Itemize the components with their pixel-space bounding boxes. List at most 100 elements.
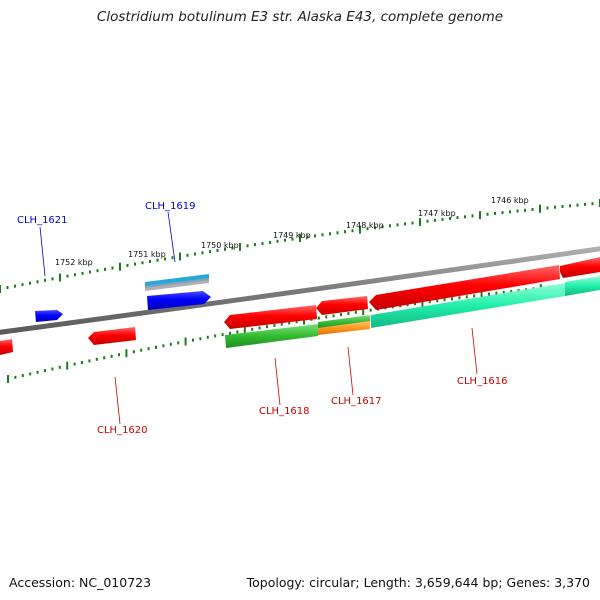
minor-tick xyxy=(134,262,136,266)
minor-tick xyxy=(414,302,416,306)
minor-tick xyxy=(231,246,234,250)
minor-tick xyxy=(501,211,504,215)
gene-right-cds-band xyxy=(565,276,600,296)
kbp-label: 1748 kbp xyxy=(346,221,384,230)
minor-tick xyxy=(436,299,439,303)
kbp-label: 1749 kbp xyxy=(273,231,311,240)
minor-tick xyxy=(389,224,391,228)
minor-tick xyxy=(156,258,159,262)
minor-tick xyxy=(254,243,256,247)
minor-tick xyxy=(155,345,157,349)
minor-tick xyxy=(29,281,31,285)
minor-tick xyxy=(524,208,526,212)
minor-tick xyxy=(74,273,76,277)
minor-tick xyxy=(291,237,294,241)
major-tick xyxy=(119,262,121,271)
gene-label-clh1617[interactable]: CLH_1617 xyxy=(331,396,382,407)
minor-tick xyxy=(471,214,474,218)
major-tick xyxy=(59,273,61,282)
minor-tick xyxy=(96,269,99,273)
minor-tick xyxy=(229,331,231,335)
gene-clh1616-cds-band xyxy=(371,283,565,328)
minor-tick xyxy=(81,361,83,364)
minor-tick xyxy=(494,211,496,215)
minor-tick xyxy=(434,218,436,222)
major-tick xyxy=(419,218,421,227)
major-tick xyxy=(480,291,483,299)
minor-tick xyxy=(224,247,226,251)
minor-tick xyxy=(177,341,180,345)
minor-tick xyxy=(149,260,151,263)
minor-tick xyxy=(51,367,54,371)
minor-tick xyxy=(118,353,120,357)
major-tick xyxy=(359,225,361,234)
major-tick xyxy=(299,234,301,242)
minor-tick xyxy=(516,209,519,213)
minor-tick xyxy=(340,313,342,317)
kbp-label: 1746 kbp xyxy=(491,196,529,205)
gene-clh1619-arrow[interactable] xyxy=(147,291,211,310)
minor-tick xyxy=(546,206,549,210)
gene-clh1619-cds-bands xyxy=(145,274,209,291)
minor-tick xyxy=(486,212,489,216)
genome-backbone xyxy=(0,246,600,335)
minor-tick xyxy=(317,316,320,320)
minor-tick xyxy=(14,284,16,288)
gene-label-clh1619[interactable]: CLH_1619 xyxy=(145,201,196,212)
gene-label-clh1620[interactable]: CLH_1620 xyxy=(97,425,148,436)
minor-tick xyxy=(147,347,150,351)
gene-clh1616-arrow[interactable] xyxy=(369,265,560,310)
major-tick xyxy=(125,349,128,358)
minor-tick xyxy=(95,357,98,361)
minor-tick xyxy=(306,235,309,239)
gene-label-clh1618[interactable]: CLH_1618 xyxy=(259,406,310,417)
minor-tick xyxy=(216,248,219,252)
minor-tick xyxy=(199,337,202,341)
minor-tick xyxy=(502,290,505,294)
minor-tick xyxy=(186,253,189,257)
minor-tick xyxy=(261,242,264,245)
minor-tick xyxy=(280,322,283,326)
gene-forward-arrow[interactable] xyxy=(560,257,600,278)
minor-tick xyxy=(44,369,46,373)
minor-tick xyxy=(347,312,350,315)
minor-tick xyxy=(441,217,444,221)
minor-tick xyxy=(464,215,466,219)
minor-tick xyxy=(576,203,579,207)
gene-clh1621-arrow[interactable] xyxy=(35,310,63,322)
minor-tick xyxy=(201,251,204,255)
gene-label-clh1621[interactable]: CLH_1621 xyxy=(17,215,68,226)
minor-tick xyxy=(451,297,453,301)
minor-tick xyxy=(221,333,224,337)
major-tick xyxy=(421,298,424,307)
minor-tick xyxy=(531,208,534,211)
minor-tick xyxy=(517,289,520,293)
gene-clh1618-arrow[interactable] xyxy=(224,305,317,329)
kbp-label: 1747 kbp xyxy=(418,209,456,218)
minor-tick xyxy=(140,348,143,352)
gene-clh1617-arrow[interactable] xyxy=(316,296,368,315)
major-tick xyxy=(479,211,481,220)
gene-left-edge-arrow[interactable] xyxy=(0,339,13,355)
scale-labels: 1752 kbp 1751 kbp 1750 kbp 1749 kbp 1748… xyxy=(55,196,529,267)
minor-tick xyxy=(369,308,372,312)
minor-tick xyxy=(314,234,316,238)
minor-tick xyxy=(344,230,346,234)
minor-tick xyxy=(103,356,106,360)
gene-clh1620-arrow[interactable] xyxy=(88,327,136,345)
minor-tick xyxy=(21,283,24,287)
minor-tick xyxy=(411,221,414,225)
minor-tick xyxy=(132,350,135,354)
minor-tick xyxy=(569,204,571,208)
major-tick xyxy=(243,326,246,335)
accession-text: Accession: NC_010723 xyxy=(9,575,152,590)
minor-tick xyxy=(126,263,129,267)
minor-tick xyxy=(336,231,339,235)
gene-label-clh1616[interactable]: CLH_1616 xyxy=(457,376,508,387)
minor-tick xyxy=(396,223,399,227)
scale-ticks-outer xyxy=(0,199,600,293)
minor-tick xyxy=(110,354,113,358)
minor-tick xyxy=(111,266,114,270)
genome-summary-text: Topology: circular; Length: 3,659,644 bp… xyxy=(246,575,590,590)
